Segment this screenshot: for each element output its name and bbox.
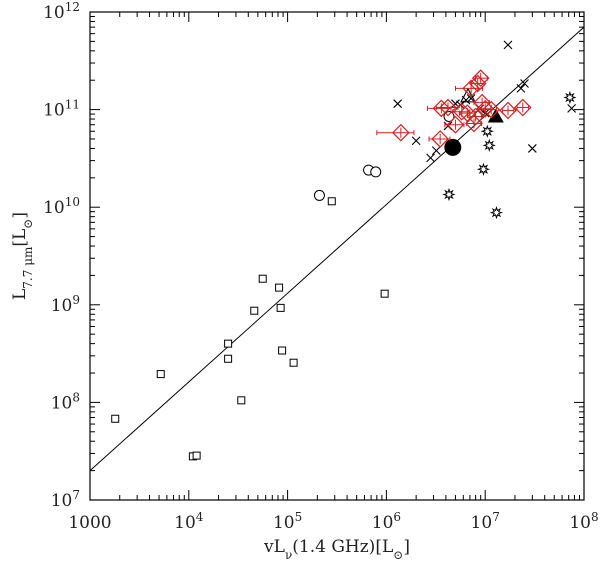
diamond-errorbars-marker [482,100,501,119]
diamond-errorbars-series [376,69,532,148]
diamond-errorbars-marker [376,123,415,142]
diamond-errorbars-marker [444,115,465,134]
cross-marker [567,103,577,113]
square-marker [237,396,246,405]
y-tick-label: 107 [51,488,80,511]
axis-ticks [89,12,584,501]
square-marker [380,289,389,298]
cross-marker [411,136,421,146]
square-marker [276,303,285,312]
y-tick-label: 109 [51,293,80,316]
star-marker [480,124,494,138]
plot-frame [89,11,585,501]
diamond-errorbars-marker [466,107,485,126]
plot-area [89,26,585,471]
x-tick-label: 106 [372,510,401,533]
square-marker [327,197,336,206]
diamond-errorbars-marker [499,101,517,120]
y-tick-label: 108 [51,390,80,413]
x-axis-title: vLν(1.4 GHz)[L⊙] [263,537,410,562]
y-tick-label: 1012 [43,0,80,23]
square-marker [278,346,287,355]
square-marker [258,274,267,283]
cross-marker [503,40,513,50]
cross-marker [527,144,537,153]
filled-triangle-series [487,108,504,123]
star-marker [476,162,491,176]
circle-marker [370,166,382,178]
square-marker [156,370,165,379]
star-marker [482,138,496,152]
cross-marker [431,146,441,156]
square-marker [192,451,201,460]
diamond-errorbars-marker [471,69,490,87]
diamond-errorbars-marker [468,74,487,93]
cross-marker [516,83,526,93]
square-marker [224,354,233,363]
square-marker [289,358,298,367]
square-marker [111,414,120,423]
square-marker [275,283,284,292]
star-series [442,90,577,220]
x-tick-labels: 1000 104 105 106 107 108 [68,510,598,533]
x-tick-label: 105 [273,510,302,533]
circle-marker [313,189,325,201]
star-marker [563,90,577,105]
x-tick-label: 107 [471,510,500,533]
cross-marker [520,79,529,88]
y-axis-title: L7.7 μm[L⊙] [10,212,35,300]
diamond-errorbars-marker [428,130,451,148]
square-marker [250,306,259,315]
star-marker [442,187,456,202]
y-tick-label: 1010 [43,195,80,218]
filled-circle-marker [444,138,462,156]
x-tick-label: 104 [174,510,204,533]
filled-circle-series [444,138,462,156]
cross-marker [426,153,435,163]
square-marker [224,339,233,348]
y-tick-label: 1011 [43,98,80,121]
cross-marker [393,99,403,109]
square-series [111,197,389,461]
y-tick-labels: 107 108 109 1010 1011 1012 [43,0,80,511]
filled-triangle-marker [487,108,504,123]
x-tick-label: 1000 [68,513,111,533]
fit-line [89,26,585,471]
x-tick-label: 108 [569,510,598,533]
diamond-errorbars-marker [513,98,532,117]
star-marker [489,206,504,220]
diamond-errorbars-marker [454,79,484,98]
